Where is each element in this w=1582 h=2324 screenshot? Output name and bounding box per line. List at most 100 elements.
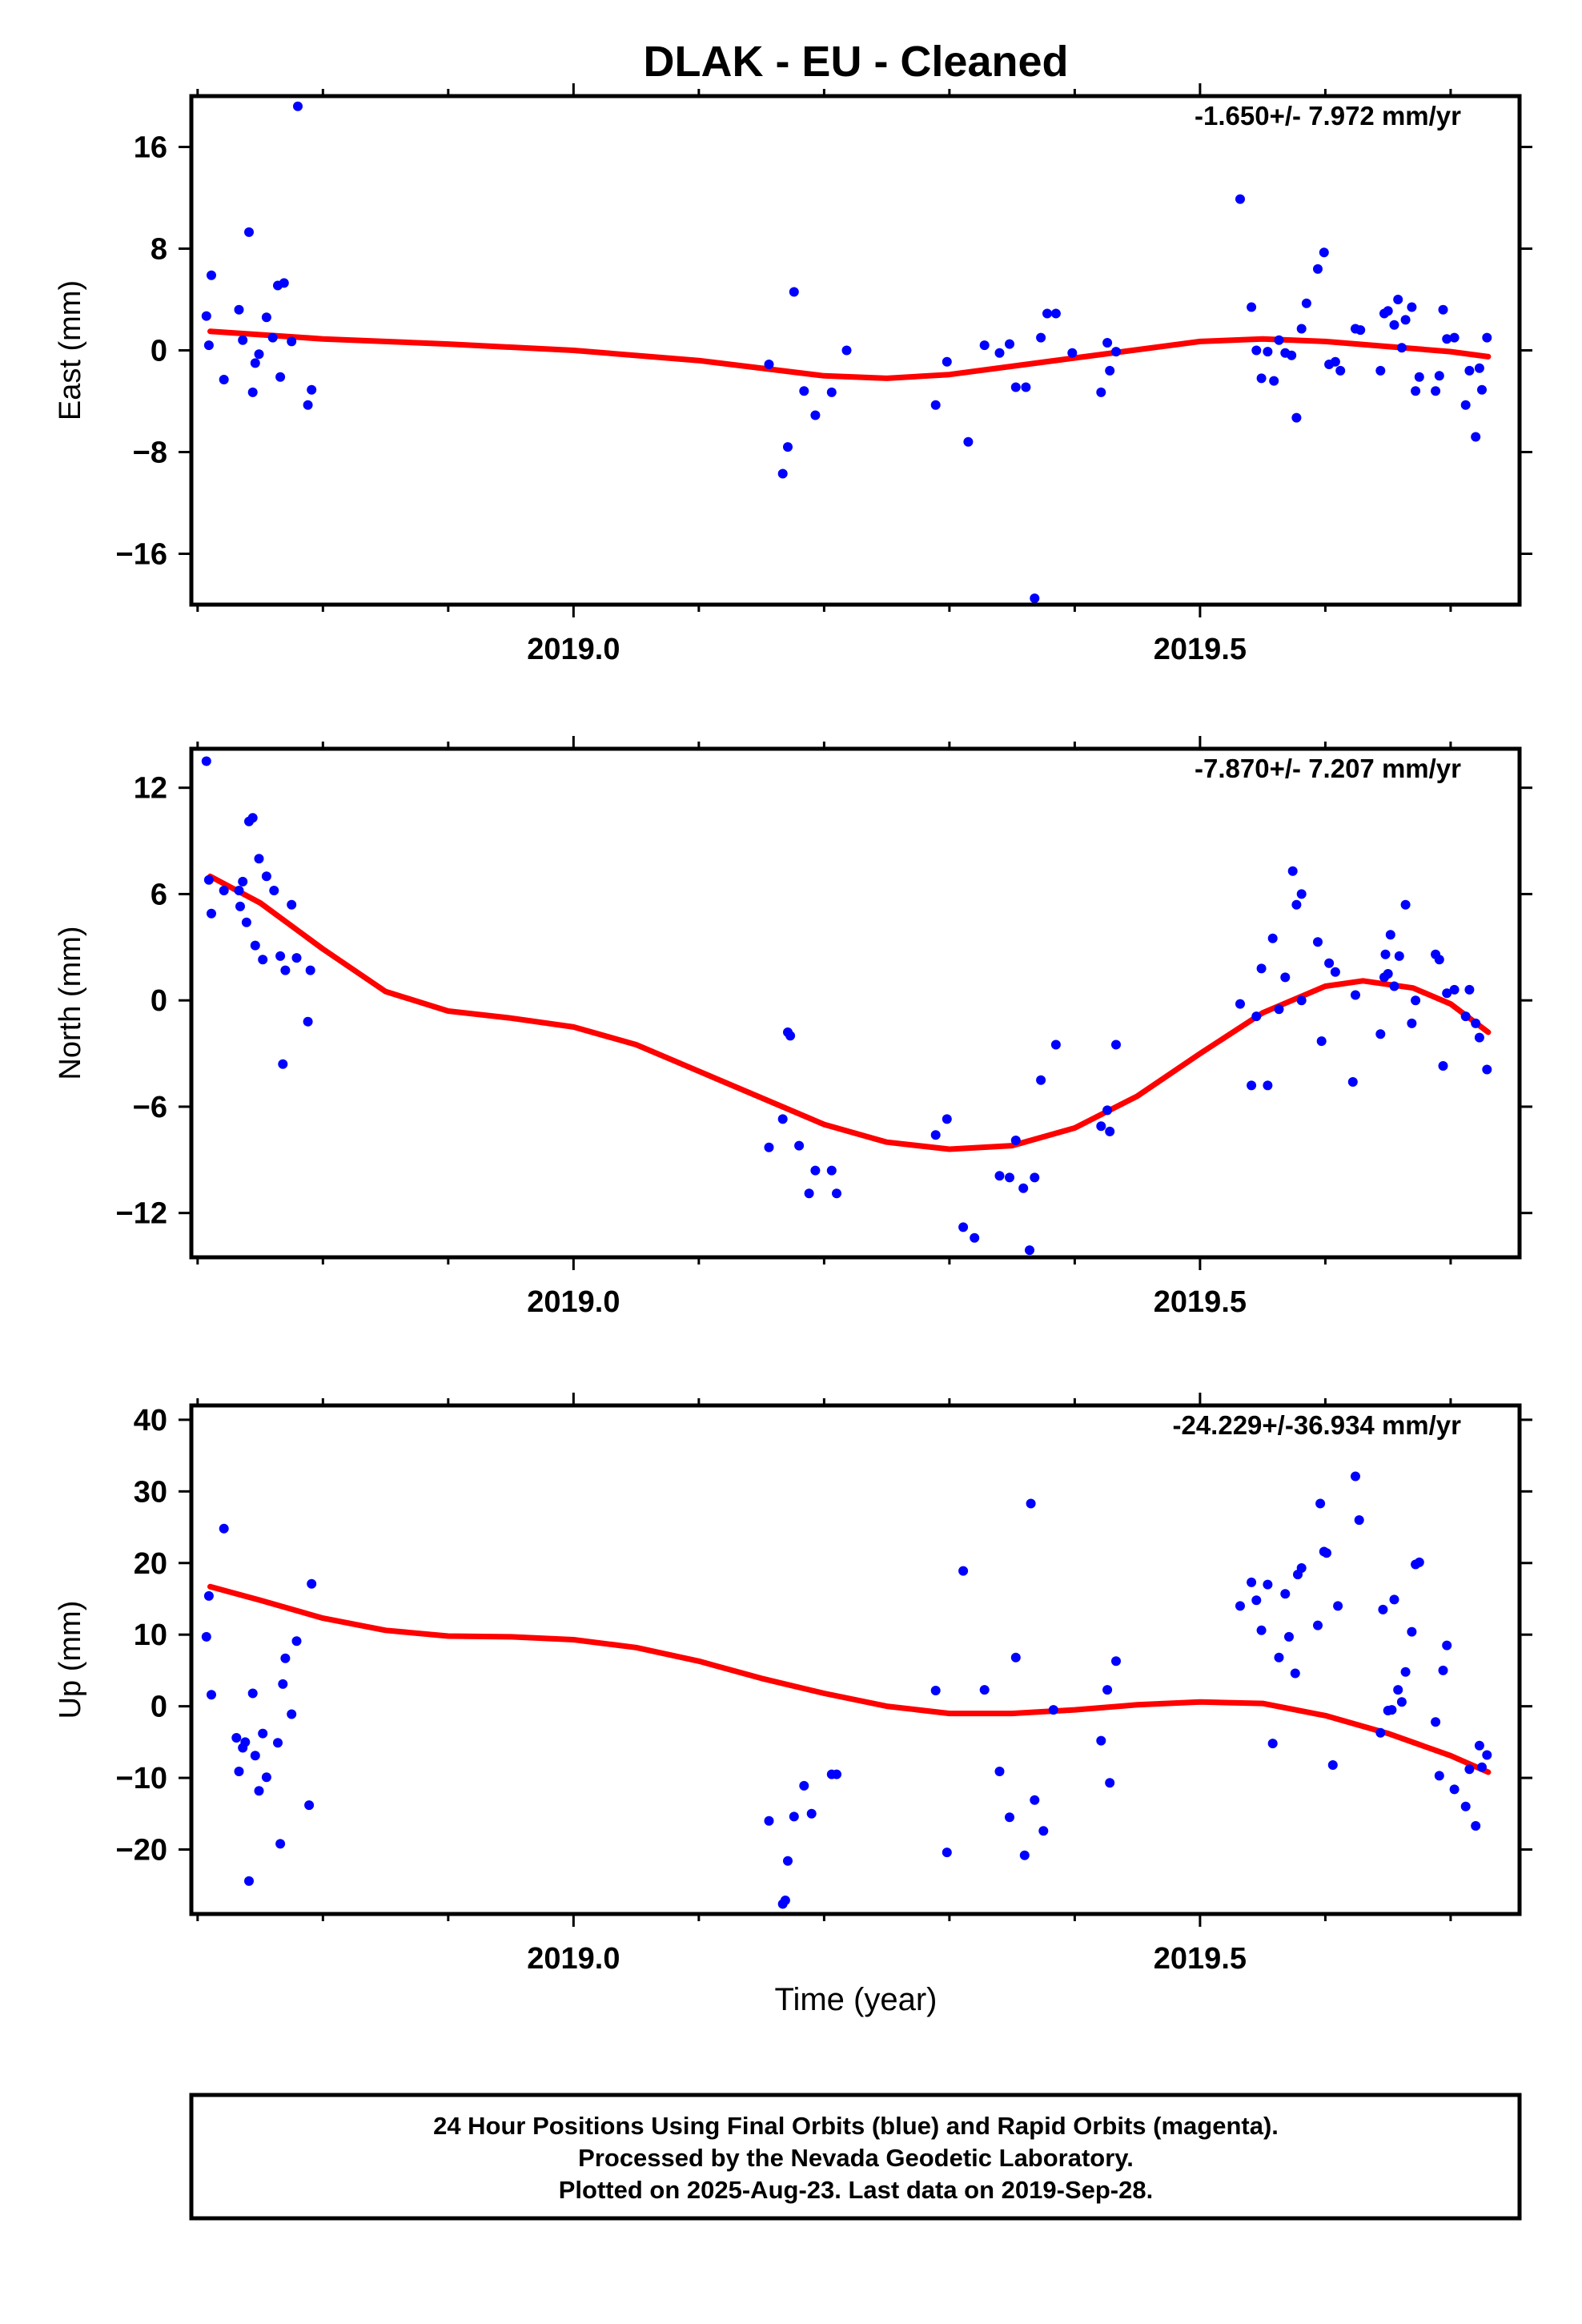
east-data-point [1438,304,1448,315]
north-data-point [1235,999,1245,1009]
east-data-point [1274,335,1284,345]
east-data-point [1247,302,1257,312]
north-data-point [785,1031,796,1041]
north-data-point [1375,1029,1386,1039]
up-data-point [1010,1652,1021,1663]
east-data-point [789,287,799,297]
up-data-point [1284,1631,1294,1642]
up-data-point [1449,1784,1460,1795]
north-data-point [1313,937,1323,947]
north-data-point [254,854,264,864]
north-data-point [1025,1245,1034,1256]
east-data-point [1449,332,1460,343]
north-data-point [1442,988,1452,999]
north-data-point [930,1130,941,1140]
up-data-point [1251,1595,1262,1606]
east-data-point [238,335,248,345]
up-data-point [1471,1821,1481,1831]
east-data-point [1482,332,1492,343]
north-data-point [291,953,302,963]
up-data-point [783,1856,793,1866]
east-data-point [1256,373,1267,384]
north-data-point [250,940,260,951]
panel-east: 2019.0 2019.5 −16 −8 0 8 16 -1.650+/- 7.972 mm… [54,83,1532,666]
north-data-point [1471,1018,1481,1028]
up-data-point [780,1896,790,1905]
north-data-point [777,1114,788,1124]
up-data-point [1105,1778,1115,1788]
north-data-point [1449,984,1460,995]
north-data-point [1018,1183,1029,1193]
north-data-point [275,951,286,961]
north-data-point [238,876,248,887]
north-data-point [1316,1036,1327,1047]
north-data-point [1330,967,1340,977]
north-data-point [1010,1136,1021,1145]
north-data-point [1411,995,1421,1006]
up-data-point [1313,1620,1323,1630]
north-data-point [1251,1011,1262,1022]
east-data-point [303,400,313,410]
up-data-point [258,1728,268,1739]
north-data-point [1256,963,1267,974]
up-data-point [1442,1640,1452,1651]
east-data-point [1036,332,1046,343]
up-data-point [1005,1812,1014,1823]
up-y-tick-label: 20 [134,1547,167,1581]
north-data-point [278,1059,288,1069]
north-rate-label: -7.870+/- 7.207 mm/yr [1195,754,1461,783]
east-frame [189,94,1522,607]
panel-up: 2019.0 2019.5 −20 −10 0 10 20 30 40 -24.229+/-36… [54,1393,1532,1976]
east-data-point [1464,365,1475,376]
panel-north: 2019.0 2019.5 −12 −6 0 6 12 -7.870+/- 7.207 mm… [54,736,1532,1319]
up-x-tick-label: 2019.5 [1154,1942,1247,1976]
east-data-point [1335,365,1346,376]
up-data-point [1026,1498,1036,1509]
up-data-point [207,1690,216,1700]
east-data-point [307,384,317,395]
up-data-point [1387,1705,1397,1715]
east-data-point [826,387,837,397]
east-data-point [1355,325,1366,336]
north-fit-line [207,873,1492,1152]
east-data-point [1021,382,1031,392]
up-data-point [1263,1579,1273,1590]
up-data-point [291,1636,302,1647]
up-data-point [979,1685,990,1695]
up-data-point [1102,1685,1113,1695]
up-data-point [1482,1750,1492,1760]
east-data-point [267,332,278,343]
up-data-point [280,1653,291,1663]
north-data-point [942,1114,952,1124]
east-data-point [1005,339,1014,349]
east-data-point [293,101,303,111]
east-data-point [810,410,821,420]
up-data-point [244,1876,254,1886]
east-grid-ticks [179,83,1532,617]
up-data-point [1464,1764,1475,1775]
north-data-point [269,886,279,895]
up-y-axis-label: Up (mm) [54,1601,87,1719]
up-data-point [1267,1739,1278,1749]
up-data-point [275,1839,286,1849]
north-data-point [1111,1039,1121,1050]
east-data-point [1301,298,1311,308]
up-data-point [247,1688,258,1699]
north-data-point [203,875,214,885]
up-data-point [942,1848,952,1858]
up-data-point [278,1679,288,1689]
east-data-point [1319,247,1329,258]
up-data-point [1111,1656,1121,1667]
up-data-point [219,1523,229,1534]
up-data-point [958,1566,969,1576]
east-data-point [201,311,211,321]
north-fit-group [207,873,1492,1152]
north-data-point [207,908,216,919]
east-data-point [1396,343,1407,353]
up-data-point [250,1751,260,1761]
north-grid-ticks [179,736,1532,1270]
north-y-tick-label: 6 [151,878,167,911]
east-data-point [1111,347,1121,357]
up-data-point [1048,1705,1058,1715]
